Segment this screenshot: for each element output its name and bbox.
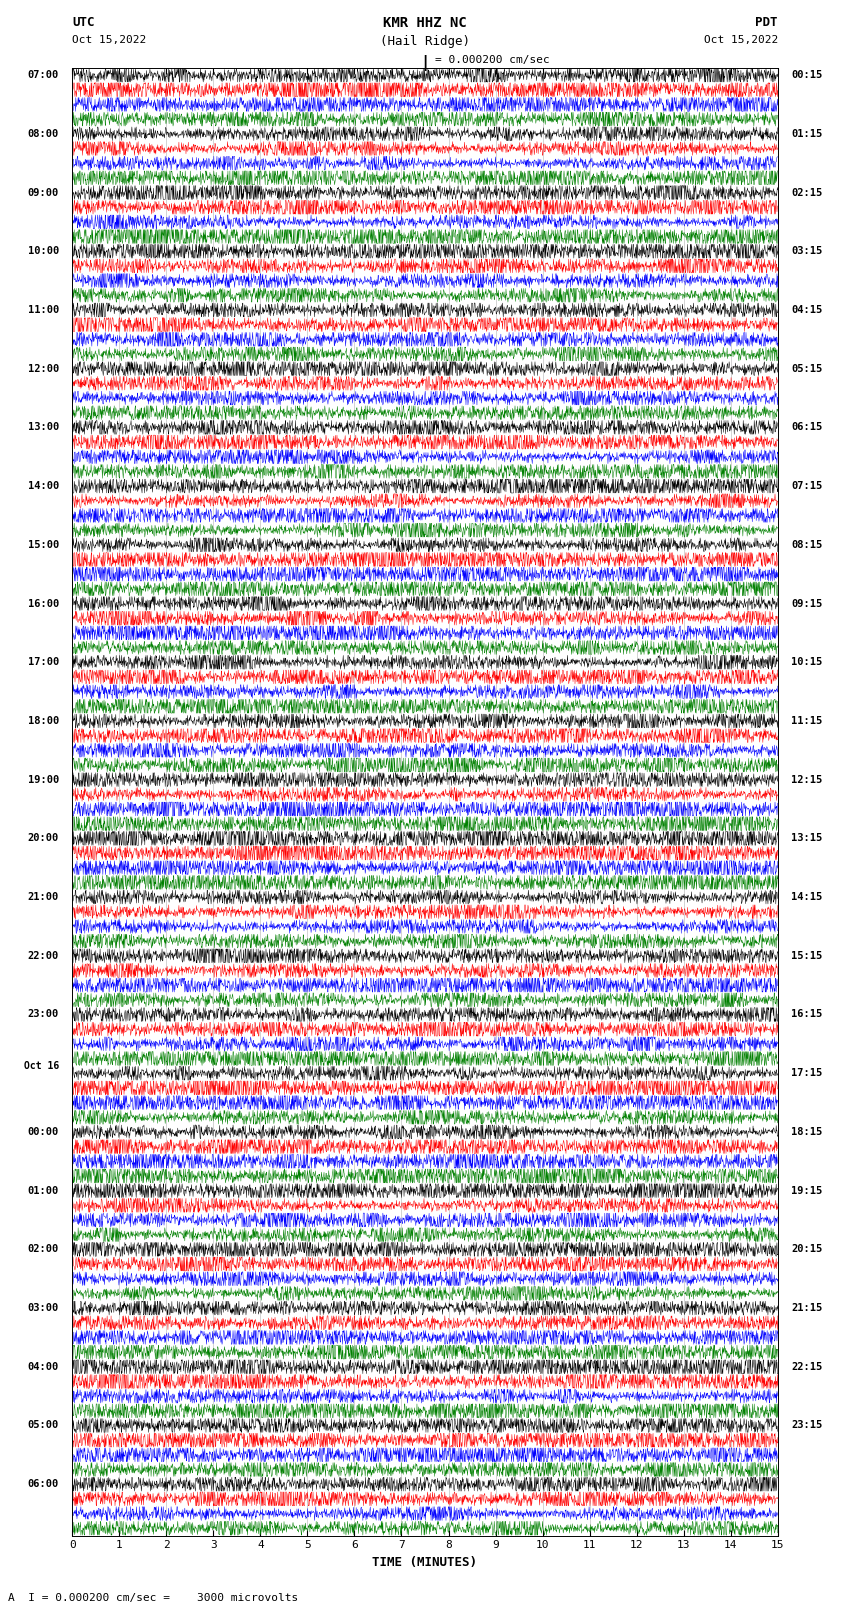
Text: Oct 15,2022: Oct 15,2022: [704, 35, 778, 45]
Text: 08:00: 08:00: [28, 129, 60, 139]
Text: 09:15: 09:15: [790, 598, 822, 608]
Text: 13:00: 13:00: [28, 423, 60, 432]
Text: 08:15: 08:15: [790, 540, 822, 550]
Text: 17:15: 17:15: [790, 1068, 822, 1077]
Text: 04:00: 04:00: [28, 1361, 60, 1371]
Text: 15:15: 15:15: [790, 950, 822, 961]
Text: 21:00: 21:00: [28, 892, 60, 902]
Text: 12:00: 12:00: [28, 363, 60, 374]
Text: 18:15: 18:15: [790, 1127, 822, 1137]
Text: 11:15: 11:15: [790, 716, 822, 726]
Text: 23:15: 23:15: [790, 1421, 822, 1431]
Text: 02:00: 02:00: [28, 1244, 60, 1255]
Text: 10:00: 10:00: [28, 247, 60, 256]
Text: 20:00: 20:00: [28, 834, 60, 844]
X-axis label: TIME (MINUTES): TIME (MINUTES): [372, 1557, 478, 1569]
Text: 06:15: 06:15: [790, 423, 822, 432]
Text: 04:15: 04:15: [790, 305, 822, 315]
Text: 11:00: 11:00: [28, 305, 60, 315]
Text: 05:00: 05:00: [28, 1421, 60, 1431]
Text: UTC: UTC: [72, 16, 94, 29]
Text: 19:00: 19:00: [28, 774, 60, 784]
Text: 15:00: 15:00: [28, 540, 60, 550]
Text: 00:00: 00:00: [28, 1127, 60, 1137]
Text: |: |: [421, 55, 429, 71]
Text: 13:15: 13:15: [790, 834, 822, 844]
Text: 14:00: 14:00: [28, 481, 60, 490]
Text: 06:00: 06:00: [28, 1479, 60, 1489]
Text: 20:15: 20:15: [790, 1244, 822, 1255]
Text: Oct 16: Oct 16: [24, 1061, 60, 1071]
Text: 01:00: 01:00: [28, 1186, 60, 1195]
Text: 14:15: 14:15: [790, 892, 822, 902]
Text: 22:00: 22:00: [28, 950, 60, 961]
Text: 23:00: 23:00: [28, 1010, 60, 1019]
Text: 03:00: 03:00: [28, 1303, 60, 1313]
Text: 07:00: 07:00: [28, 69, 60, 81]
Text: 16:15: 16:15: [790, 1010, 822, 1019]
Text: 21:15: 21:15: [790, 1303, 822, 1313]
Text: 09:00: 09:00: [28, 187, 60, 197]
Text: 16:00: 16:00: [28, 598, 60, 608]
Text: 00:15: 00:15: [790, 69, 822, 81]
Text: 01:15: 01:15: [790, 129, 822, 139]
Text: KMR HHZ NC: KMR HHZ NC: [383, 16, 467, 31]
Text: PDT: PDT: [756, 16, 778, 29]
Text: 17:00: 17:00: [28, 656, 60, 668]
Text: 19:15: 19:15: [790, 1186, 822, 1195]
Text: 12:15: 12:15: [790, 774, 822, 784]
Text: (Hail Ridge): (Hail Ridge): [380, 35, 470, 48]
Text: Oct 15,2022: Oct 15,2022: [72, 35, 146, 45]
Text: 07:15: 07:15: [790, 481, 822, 490]
Text: 10:15: 10:15: [790, 656, 822, 668]
Text: 05:15: 05:15: [790, 363, 822, 374]
Text: 22:15: 22:15: [790, 1361, 822, 1371]
Text: A  I = 0.000200 cm/sec =    3000 microvolts: A I = 0.000200 cm/sec = 3000 microvolts: [8, 1594, 298, 1603]
Text: 18:00: 18:00: [28, 716, 60, 726]
Text: 03:15: 03:15: [790, 247, 822, 256]
Text: = 0.000200 cm/sec: = 0.000200 cm/sec: [435, 55, 550, 65]
Text: 02:15: 02:15: [790, 187, 822, 197]
